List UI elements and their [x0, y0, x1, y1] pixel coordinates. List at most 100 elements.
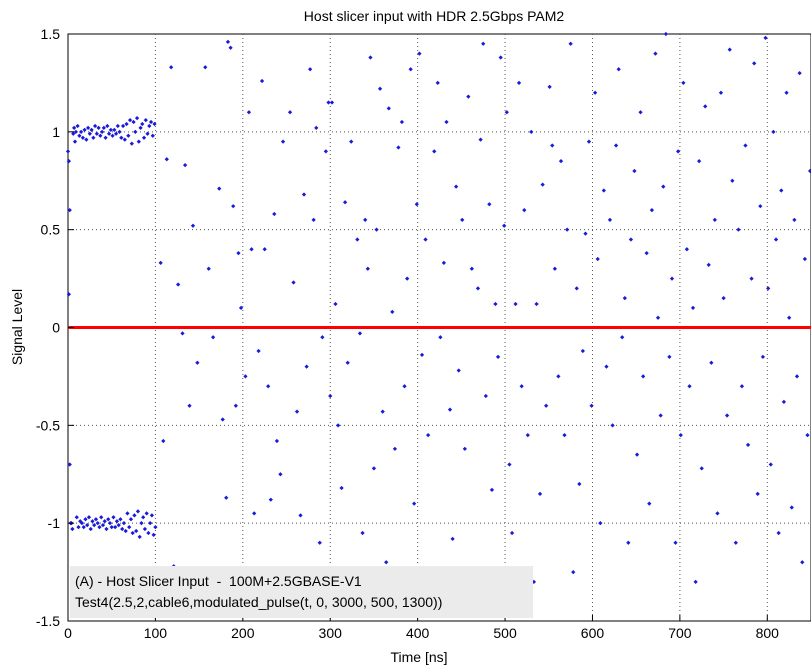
y-tick-label: 1.5: [41, 26, 61, 42]
data-point: [115, 123, 120, 129]
data-point: [142, 526, 148, 532]
data-point: [696, 159, 702, 164]
data-point: [712, 217, 717, 223]
data-point: [301, 192, 307, 197]
data-point: [323, 149, 328, 154]
data-point: [773, 237, 779, 242]
data-point: [564, 227, 570, 232]
data-point: [513, 301, 518, 307]
data-point: [349, 139, 354, 144]
data-point: [138, 125, 143, 131]
data-point: [802, 256, 808, 262]
data-point: [77, 133, 82, 138]
data-point: [339, 485, 344, 491]
data-point: [613, 143, 619, 148]
data-point: [117, 129, 122, 134]
data-point: [333, 301, 338, 307]
data-point: [124, 121, 129, 127]
data-point: [589, 403, 594, 408]
data-point: [800, 560, 805, 565]
data-point: [78, 129, 84, 134]
data-point: [137, 534, 142, 539]
data-point: [678, 432, 683, 438]
data-point: [558, 159, 564, 164]
data-point: [148, 119, 154, 125]
chart-title: Host slicer input with HDR 2.5Gbps PAM2: [304, 8, 565, 24]
data-point: [120, 123, 126, 129]
data-point: [396, 145, 401, 150]
data-point: [607, 217, 613, 223]
data-point: [233, 403, 238, 408]
data-point: [550, 143, 555, 148]
data-point: [101, 125, 106, 131]
data-point: [647, 501, 652, 506]
data-point: [781, 399, 787, 404]
data-point: [489, 487, 495, 493]
data-point: [291, 280, 296, 285]
data-point: [127, 524, 132, 530]
x-tick-label: 800: [756, 625, 780, 641]
data-point: [755, 491, 760, 496]
data-point: [583, 231, 588, 236]
data-point: [151, 532, 156, 538]
data-point: [360, 530, 365, 536]
data-point: [456, 368, 461, 373]
data-point: [183, 162, 188, 168]
data-point: [577, 481, 582, 487]
data-point: [67, 207, 72, 213]
data-point: [328, 393, 333, 399]
data-point: [655, 315, 661, 320]
data-point: [658, 413, 663, 418]
data-point: [210, 335, 216, 340]
data-point: [450, 536, 455, 541]
data-point: [134, 528, 139, 534]
data-point: [71, 125, 77, 131]
data-point: [632, 168, 637, 174]
data-point: [598, 521, 603, 526]
data-point: [231, 204, 236, 209]
data-point: [478, 137, 483, 142]
data-point: [768, 462, 773, 467]
data-point: [217, 186, 222, 191]
data-point: [794, 374, 800, 379]
x-tick-label: 700: [668, 625, 692, 641]
data-point: [112, 127, 117, 132]
data-point: [278, 472, 283, 477]
data-point: [262, 247, 267, 252]
data-point: [460, 217, 465, 223]
data-point: [544, 403, 549, 408]
data-point: [110, 133, 115, 138]
data-point: [483, 393, 488, 399]
data-point: [357, 331, 363, 336]
data-point: [130, 530, 135, 536]
x-tick-label: 300: [319, 625, 343, 641]
data-point: [453, 184, 459, 189]
data-point: [66, 159, 71, 164]
data-point: [243, 374, 248, 379]
data-point: [610, 423, 615, 428]
data-point: [661, 184, 666, 189]
x-tick-label: 600: [581, 625, 605, 641]
data-point: [787, 315, 792, 320]
data-point: [89, 127, 94, 132]
data-point: [256, 348, 261, 354]
data-point: [384, 560, 389, 565]
data-point: [176, 282, 181, 287]
data-point: [374, 227, 379, 232]
data-point: [92, 123, 98, 129]
data-point: [432, 149, 437, 154]
data-point: [141, 135, 147, 140]
data-point: [552, 266, 558, 271]
data-point: [371, 466, 377, 471]
data-point: [272, 211, 277, 217]
data-point: [622, 296, 627, 301]
data-point: [145, 131, 150, 136]
data-point: [149, 513, 155, 518]
data-point: [141, 515, 146, 520]
data-point: [462, 446, 467, 451]
x-tick-label: 0: [64, 625, 72, 641]
data-point: [169, 65, 174, 70]
data-point: [266, 384, 271, 389]
data-point: [760, 354, 766, 359]
data-point: [126, 133, 131, 138]
